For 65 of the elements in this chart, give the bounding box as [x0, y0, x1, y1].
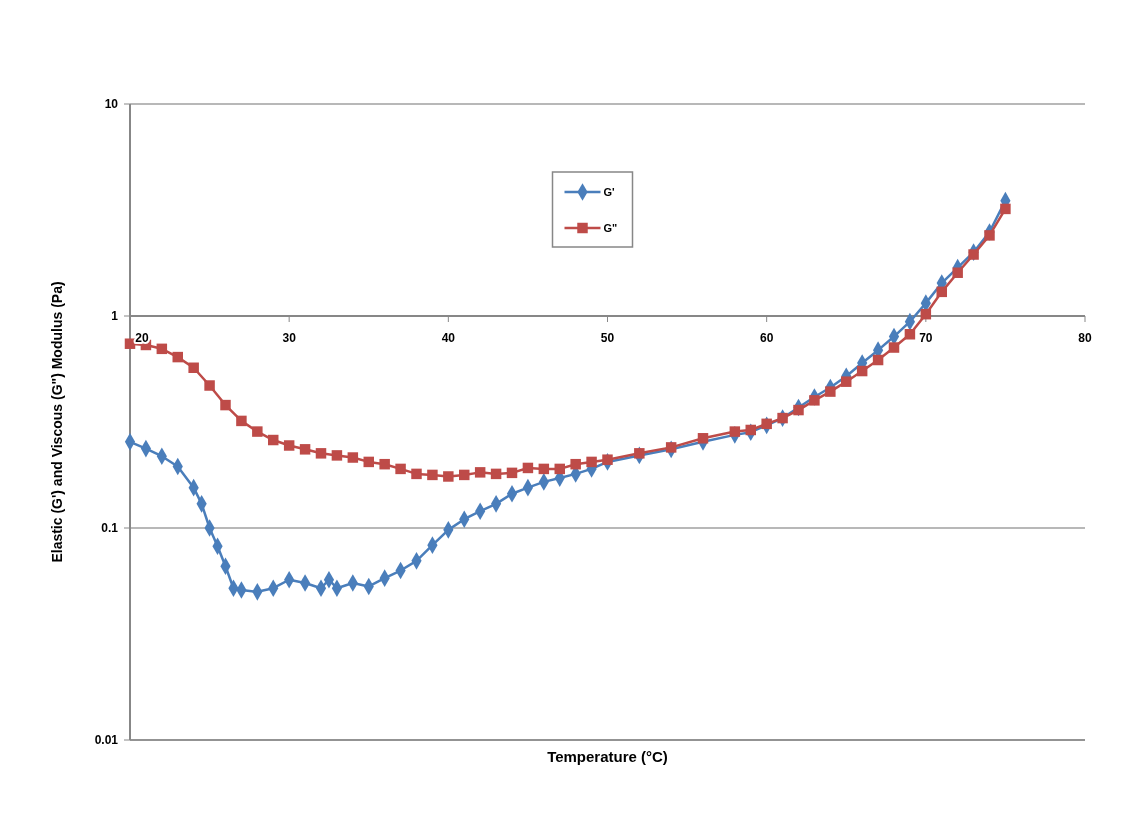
point [809, 395, 820, 406]
point [172, 351, 183, 363]
point [395, 463, 406, 475]
point [793, 404, 804, 416]
point [443, 471, 454, 482]
point [554, 463, 565, 475]
point [188, 362, 199, 373]
point [204, 380, 215, 391]
point [697, 433, 709, 444]
y-tick-label: 0.01 [94, 733, 119, 748]
point [538, 463, 550, 475]
point [124, 338, 136, 349]
point [506, 467, 518, 479]
point [1000, 203, 1011, 215]
point [729, 426, 741, 437]
point [745, 424, 756, 436]
point [936, 286, 947, 298]
point [602, 454, 613, 465]
legend-label: G' [603, 185, 616, 198]
y-tick-label: 0.1 [101, 521, 119, 536]
y-tick-label: 1 [111, 309, 119, 324]
x-tick-label: 50 [600, 331, 615, 345]
point [411, 468, 422, 480]
point [299, 444, 311, 455]
point [872, 354, 884, 366]
point [363, 456, 374, 468]
point [665, 442, 677, 453]
y-axis-title: Elastic (G') and Viscous (G") Modulus (Pa) [49, 281, 65, 563]
point [474, 467, 486, 478]
x-tick-label: 70 [919, 331, 933, 345]
point [490, 468, 502, 480]
point [347, 452, 359, 463]
point [156, 343, 168, 355]
point [888, 342, 900, 353]
point [459, 469, 470, 481]
point [825, 386, 836, 397]
x-tick-label: 60 [759, 331, 774, 345]
point [968, 249, 979, 260]
point [268, 434, 279, 446]
point [984, 230, 995, 241]
point [570, 458, 581, 470]
point [427, 469, 438, 481]
point [252, 426, 263, 437]
point [761, 418, 772, 430]
point [586, 456, 597, 468]
point [920, 308, 932, 320]
legend-label: G" [603, 221, 618, 234]
point [522, 462, 534, 474]
point [904, 329, 916, 340]
point [220, 399, 231, 411]
point [856, 365, 868, 377]
point [634, 448, 645, 459]
x-tick-label: 40 [441, 331, 456, 345]
y-tick-label: 10 [104, 97, 119, 112]
point [283, 440, 295, 451]
x-axis-title: Temperature (°C) [547, 748, 668, 765]
point [236, 415, 247, 427]
x-tick-label: 20 [135, 331, 149, 345]
point [841, 376, 852, 387]
x-tick-label: 80 [1078, 331, 1092, 345]
point [315, 448, 327, 459]
point [952, 267, 963, 278]
x-tick-label: 30 [282, 331, 297, 345]
point [331, 450, 343, 461]
point [379, 458, 390, 470]
